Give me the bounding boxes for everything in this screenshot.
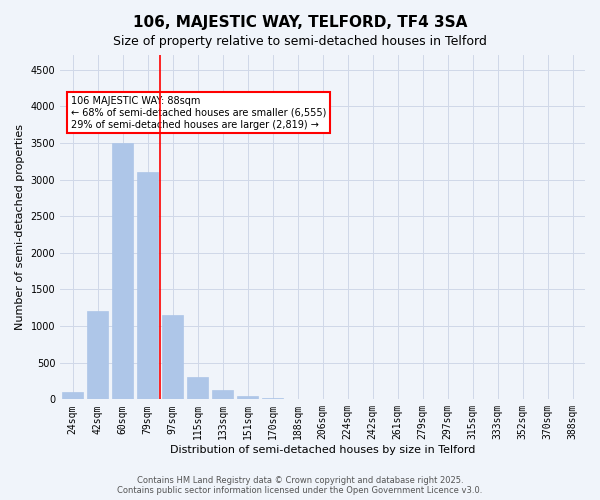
Text: 106 MAJESTIC WAY: 88sqm
← 68% of semi-detached houses are smaller (6,555)
29% of: 106 MAJESTIC WAY: 88sqm ← 68% of semi-de… — [71, 96, 326, 130]
Y-axis label: Number of semi-detached properties: Number of semi-detached properties — [15, 124, 25, 330]
Bar — [212, 390, 233, 400]
Bar — [112, 143, 133, 400]
Bar — [287, 398, 308, 400]
Text: Size of property relative to semi-detached houses in Telford: Size of property relative to semi-detach… — [113, 35, 487, 48]
Bar — [137, 172, 158, 400]
X-axis label: Distribution of semi-detached houses by size in Telford: Distribution of semi-detached houses by … — [170, 445, 475, 455]
Bar — [237, 396, 258, 400]
Bar — [162, 315, 183, 400]
Bar — [87, 312, 108, 400]
Text: 106, MAJESTIC WAY, TELFORD, TF4 3SA: 106, MAJESTIC WAY, TELFORD, TF4 3SA — [133, 15, 467, 30]
Bar — [262, 398, 283, 400]
Bar — [62, 392, 83, 400]
Bar — [187, 378, 208, 400]
Text: Contains HM Land Registry data © Crown copyright and database right 2025.
Contai: Contains HM Land Registry data © Crown c… — [118, 476, 482, 495]
